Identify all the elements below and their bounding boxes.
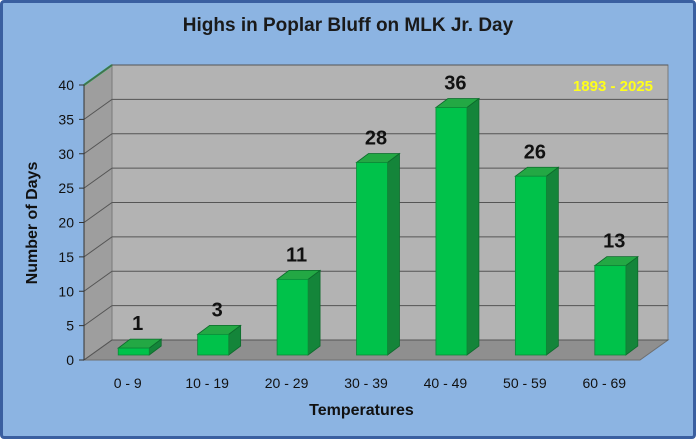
bar-side bbox=[387, 152, 400, 356]
bar-side bbox=[307, 269, 321, 356]
data-label: 1 bbox=[132, 313, 143, 335]
y-tick-label: 40 bbox=[58, 77, 74, 93]
y-tick-label: 10 bbox=[58, 283, 74, 299]
data-label: 13 bbox=[603, 231, 625, 253]
x-tick-label: 50 - 59 bbox=[503, 375, 547, 391]
bar-side bbox=[545, 166, 559, 356]
bar bbox=[594, 265, 627, 356]
y-tick-label: 0 bbox=[66, 352, 74, 368]
gridline bbox=[83, 133, 668, 155]
chart-title: Highs in Poplar Bluff on MLK Jr. Day bbox=[182, 15, 514, 36]
x-tick-label: 20 - 29 bbox=[265, 375, 309, 391]
bar bbox=[514, 175, 547, 356]
date-range-annotation: 1893 - 2025 bbox=[573, 78, 653, 95]
bar bbox=[117, 347, 150, 356]
data-label: 3 bbox=[212, 299, 223, 321]
x-tick-label: 40 - 49 bbox=[424, 375, 468, 391]
x-axis-label: Temperatures bbox=[309, 402, 414, 419]
data-label: 36 bbox=[444, 73, 466, 95]
bar-side bbox=[625, 255, 639, 356]
bar bbox=[276, 278, 309, 356]
gridline bbox=[83, 64, 668, 86]
y-tick-label: 25 bbox=[58, 180, 74, 196]
data-label: 28 bbox=[365, 128, 387, 150]
gridline bbox=[83, 236, 668, 258]
x-tick-label: 0 - 9 bbox=[114, 375, 142, 391]
bar bbox=[435, 107, 468, 356]
bar-side bbox=[466, 97, 480, 356]
bar bbox=[356, 162, 388, 356]
y-tick-label: 5 bbox=[66, 318, 74, 334]
x-tick-label: 60 - 69 bbox=[582, 375, 626, 391]
y-tick-label: 20 bbox=[58, 215, 74, 231]
gridline bbox=[83, 202, 668, 223]
x-tick-label: 30 - 39 bbox=[344, 375, 388, 391]
gridline bbox=[83, 305, 668, 327]
gridline bbox=[83, 98, 668, 120]
data-label: 26 bbox=[524, 141, 546, 163]
data-label: 11 bbox=[286, 244, 307, 266]
bar bbox=[197, 333, 230, 356]
y-tick-label: 35 bbox=[58, 111, 74, 127]
gridline bbox=[83, 270, 668, 292]
y-tick-label: 15 bbox=[58, 249, 74, 265]
gridline bbox=[83, 167, 668, 189]
gridline bbox=[83, 339, 668, 361]
y-tick-label: 30 bbox=[58, 146, 74, 162]
x-tick-label: 10 - 19 bbox=[185, 375, 229, 391]
